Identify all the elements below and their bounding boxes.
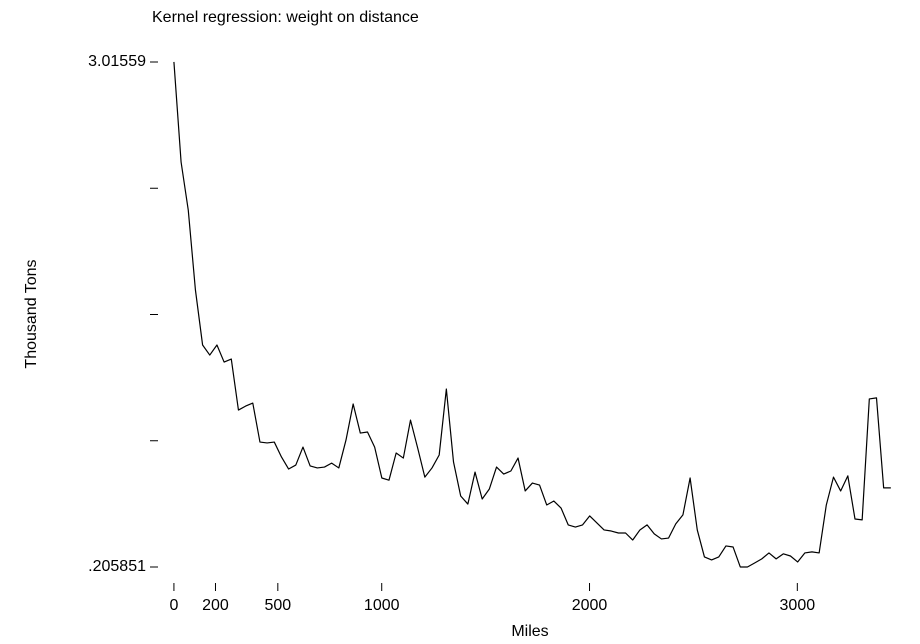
x-axis-label: Miles xyxy=(511,623,548,640)
y-tick-label: 3.01559 xyxy=(88,53,146,70)
x-tick-label: 1000 xyxy=(364,597,400,614)
data-line xyxy=(173,61,891,568)
x-tick-label: 3000 xyxy=(780,597,816,614)
y-tick-label: .205851 xyxy=(88,558,146,575)
chart-title: Kernel regression: weight on distance xyxy=(152,9,419,26)
y-axis-label: Thousand Tons xyxy=(23,259,40,368)
x-tick-label: 0 xyxy=(169,597,178,614)
x-tick-label: 500 xyxy=(264,597,291,614)
x-tick-label: 2000 xyxy=(572,597,608,614)
x-tick-label: 200 xyxy=(202,597,229,614)
